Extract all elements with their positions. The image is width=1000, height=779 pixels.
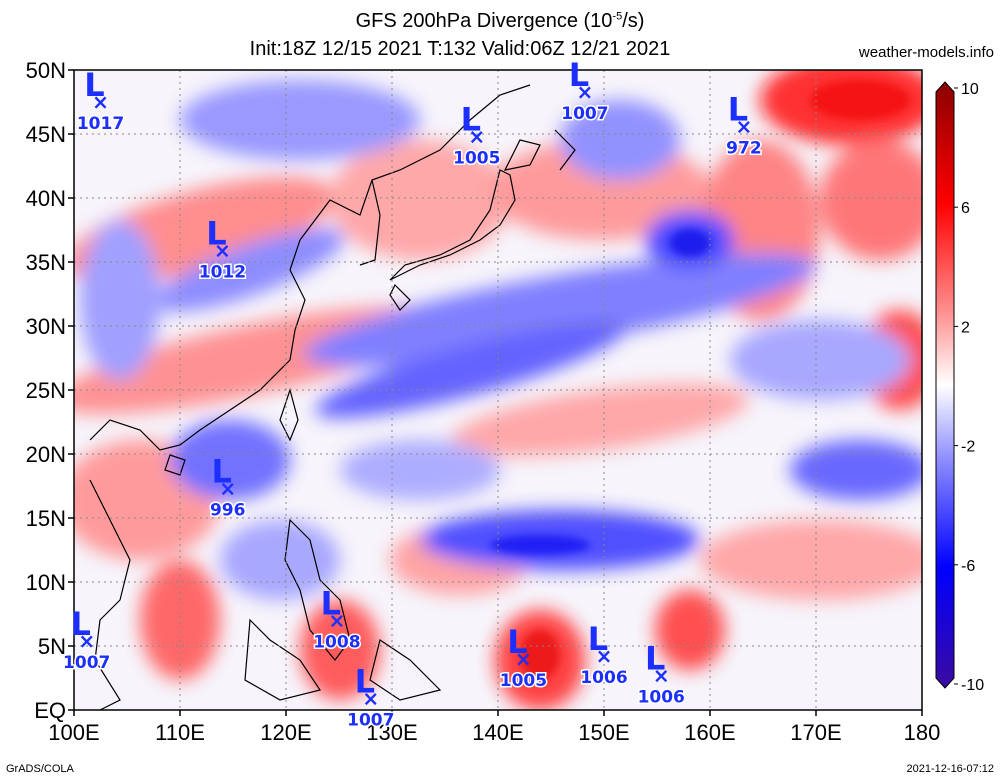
low-pressure-value: 1006 (638, 687, 685, 707)
lon-tick-label: 120E (260, 720, 311, 745)
low-pressure-marker: L×972 (725, 90, 764, 160)
lat-tick-label: 40N (26, 186, 66, 211)
footer-timestamp: 2021-12-16-07:12 (906, 763, 994, 775)
coastlines (89, 84, 576, 710)
low-label: L (84, 66, 104, 104)
low-pressure-value: 1017 (77, 114, 124, 134)
low-pressure-value: 1007 (347, 710, 394, 730)
low-center-icon: × (328, 608, 345, 632)
colorbar-tick-label: 6 (961, 200, 970, 217)
axis-ticks: 100E 110E 120E 130E 140E 150E 160E 170E 180EQ5N1… (26, 58, 941, 745)
low-pressure-marker: L×1017 (75, 66, 125, 136)
lon-tick-label: 160E (684, 720, 735, 745)
low-label: L (507, 623, 527, 661)
lat-tick-label: EQ (34, 698, 66, 723)
lat-tick-label: 20N (26, 442, 66, 467)
map-title: GFS 200hPa Divergence (10-5/s) (355, 10, 645, 32)
lat-tick-label: 30N (26, 314, 66, 339)
divergence-field (74, 70, 922, 710)
low-pressure-marker: L×1006 (636, 639, 686, 709)
colorbar: 10 6 2 -2 -6 -10 (935, 81, 984, 694)
low-label: L (461, 101, 481, 139)
low-center-icon: × (214, 238, 231, 262)
low-pressure-marker: L×1005 (498, 623, 548, 693)
low-label: L (71, 605, 91, 643)
colorbar-ticks: 10 6 2 -2 -6 -10 (954, 81, 984, 694)
low-label: L (321, 584, 341, 622)
lon-tick-label: 100E (48, 720, 99, 745)
lat-tick-label: 5N (38, 634, 66, 659)
low-center-icon: × (92, 90, 109, 114)
lat-tick-label: 50N (26, 58, 66, 83)
lat-tick-label: 45N (26, 122, 66, 147)
low-center-icon: × (219, 477, 236, 501)
low-pressure-value: 1007 (63, 653, 110, 673)
lon-tick-label: 170E (790, 720, 841, 745)
low-pressure-value: 1008 (313, 632, 360, 652)
colorbar-tick-label: -6 (961, 558, 975, 575)
lon-tick-label: 110E (155, 720, 205, 745)
low-pressure-marker: L×996 (208, 453, 247, 523)
low-pressure-value: 1007 (561, 104, 608, 124)
low-label: L (212, 453, 232, 491)
low-pressure-value: 972 (726, 138, 762, 158)
low-center-icon: × (736, 114, 753, 138)
credit-text: weather-models.info (858, 44, 994, 61)
low-label: L (588, 620, 608, 658)
low-center-icon: × (78, 629, 95, 653)
low-label: L (206, 214, 226, 252)
low-center-icon: × (577, 80, 594, 104)
lat-tick-label: 15N (26, 506, 66, 531)
colorbar-tick-label: -2 (961, 439, 975, 456)
lat-tick-label: 10N (26, 570, 66, 595)
low-label: L (728, 90, 748, 128)
low-center-icon: × (653, 663, 670, 687)
low-pressure-value: 1006 (580, 668, 627, 688)
low-pressure-value: 1005 (500, 671, 547, 691)
low-pressure-value: 996 (210, 501, 246, 521)
low-center-icon: × (596, 644, 613, 668)
low-pressure-marker: L×1005 (452, 101, 502, 171)
low-pressure-value: 1005 (453, 149, 500, 169)
colorbar-tick-label: 10 (961, 81, 979, 98)
low-pressure-marker: L×1007 (560, 56, 610, 126)
low-pressure-marker: L×1008 (312, 584, 362, 654)
low-center-icon: × (468, 125, 485, 149)
lon-tick-label: 130E (366, 720, 417, 745)
grid-lines (74, 70, 922, 710)
lat-tick-label: 25N (26, 378, 66, 403)
lat-tick-label: 35N (26, 250, 66, 275)
lon-tick-label: 150E (578, 720, 629, 745)
low-pressure-marker: L×1007 (346, 662, 396, 732)
map-subtitle: Init:18Z 12/15 2021 T:132 Valid:06Z 12/2… (249, 38, 671, 60)
low-label: L (569, 56, 589, 94)
colorbar-tick-label: -10 (961, 677, 984, 694)
low-pressure-marker: L×1007 (62, 605, 112, 675)
low-label: L (645, 639, 665, 677)
footer-software: GrADS/COLA (6, 763, 74, 775)
low-pressure-marker: L×1012 (197, 214, 247, 284)
lon-tick-label: 140E (472, 720, 523, 745)
low-label: L (355, 662, 375, 700)
low-center-icon: × (362, 686, 379, 710)
colorbar-tick-label: 2 (961, 319, 970, 336)
lon-tick-label: 180 (904, 720, 941, 745)
low-center-icon: × (515, 647, 532, 671)
low-pressure-marker: L×1006 (579, 620, 629, 690)
low-pressure-value: 1012 (199, 262, 246, 282)
